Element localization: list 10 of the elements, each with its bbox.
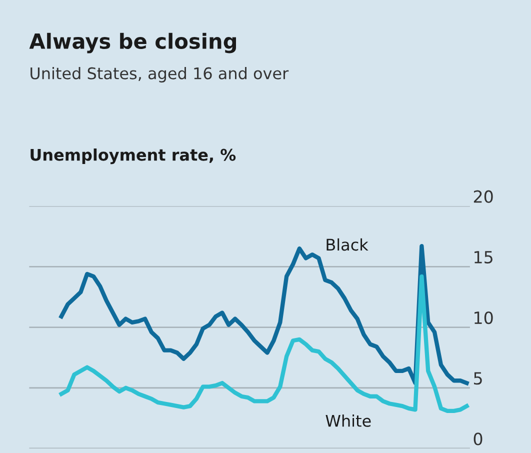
series-label: White [326, 414, 371, 427]
y-axis-title: Unemployment rate, % [30, 148, 236, 164]
y-tick-label: 20 [474, 190, 493, 203]
chart-subtitle: United States, aged 16 and over [30, 67, 289, 82]
chart-title: Always be closing [29, 32, 236, 54]
y-tick-label: 10 [474, 311, 493, 324]
y-tick-label: 5 [474, 372, 482, 385]
y-tick-label: 15 [474, 251, 492, 264]
series-label: Black [326, 238, 368, 251]
y-tick-label: 0 [474, 432, 482, 446]
